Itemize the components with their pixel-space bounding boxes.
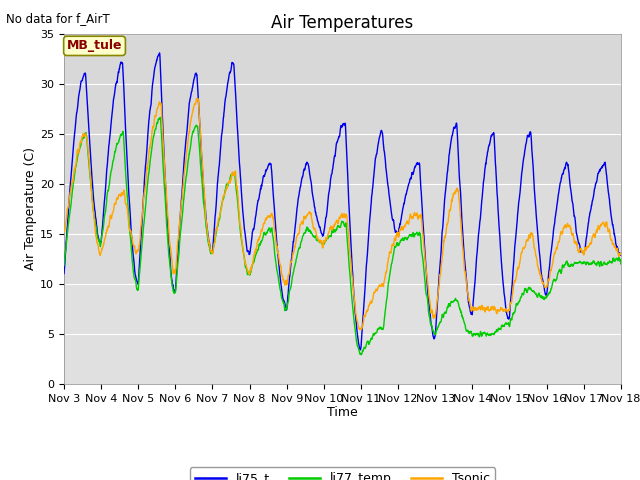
Text: No data for f_AirT: No data for f_AirT bbox=[6, 12, 110, 25]
Y-axis label: Air Temperature (C): Air Temperature (C) bbox=[24, 147, 37, 270]
Bar bbox=[64, 184, 621, 284]
Bar bbox=[64, 284, 621, 384]
Legend: li75_t, li77_temp, Tsonic: li75_t, li77_temp, Tsonic bbox=[189, 468, 495, 480]
Title: Air Temperatures: Air Temperatures bbox=[271, 14, 413, 32]
Bar bbox=[64, 34, 621, 184]
X-axis label: Time: Time bbox=[327, 407, 358, 420]
Text: MB_tule: MB_tule bbox=[67, 39, 122, 52]
